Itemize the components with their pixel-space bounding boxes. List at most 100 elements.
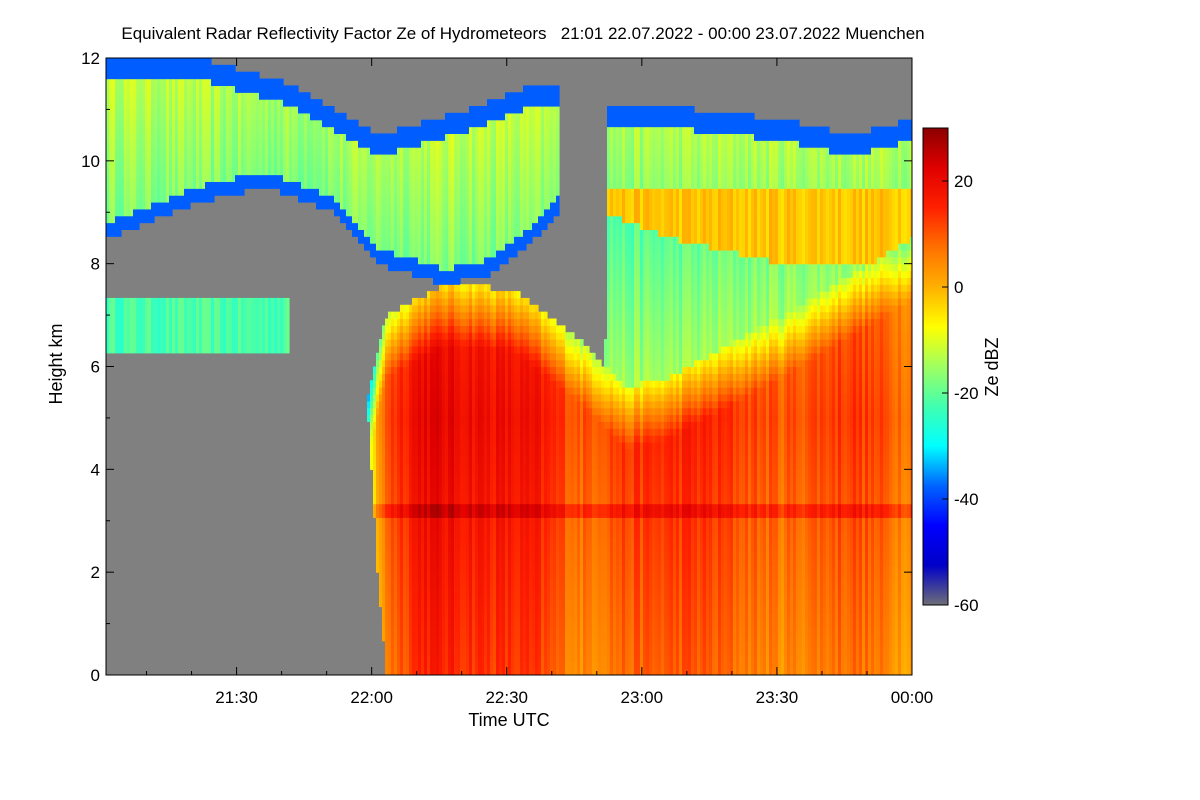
echo-cell: [184, 325, 188, 333]
echo-cell: [403, 531, 407, 539]
echo-cell: [109, 188, 113, 196]
echo-cell: [388, 579, 392, 587]
echo-cell: [130, 78, 134, 87]
echo-cell: [127, 195, 131, 203]
echo-cell: [382, 613, 386, 621]
echo-cell: [160, 345, 164, 354]
echo-cell: [256, 167, 260, 176]
echo-cell: [295, 119, 299, 128]
echo-cell: [124, 222, 128, 230]
echo-cell: [340, 112, 344, 121]
echo-cell: [385, 544, 389, 553]
echo-cell: [319, 188, 323, 196]
echo-cell: [385, 647, 389, 656]
echo-cell: [124, 208, 128, 217]
echo-cell: [391, 647, 395, 656]
echo-cell: [376, 558, 380, 566]
echo-cell: [274, 85, 278, 93]
echo-cell: [136, 188, 140, 196]
echo-cell: [382, 352, 386, 361]
echo-cell: [250, 297, 254, 306]
echo-cell: [283, 105, 287, 114]
echo-cell: [130, 160, 134, 169]
echo-cell: [403, 195, 407, 203]
echo-cell: [343, 112, 347, 121]
echo-cell: [208, 92, 212, 100]
echo-cell: [343, 140, 347, 148]
echo-cell: [400, 332, 404, 340]
echo-cell: [382, 558, 386, 566]
echo-cell: [133, 92, 137, 100]
echo-cell: [169, 160, 173, 169]
echo-cell: [109, 339, 113, 347]
echo-cell: [367, 393, 371, 402]
echo-cell: [406, 345, 410, 354]
echo-cell: [250, 99, 254, 107]
echo-cell: [187, 201, 191, 210]
echo-cell: [316, 174, 320, 182]
echo-cell: [181, 92, 185, 100]
echo-cell: [154, 105, 158, 114]
echo-cell: [406, 544, 410, 553]
echo-cell: [121, 112, 125, 121]
echo-cell: [415, 627, 419, 635]
echo-cell: [397, 352, 401, 361]
echo-cell: [190, 195, 194, 203]
echo-cell: [412, 304, 416, 313]
echo-cell: [415, 270, 419, 278]
echo-cell: [373, 229, 377, 237]
echo-cell: [208, 297, 212, 306]
echo-cell: [283, 304, 287, 313]
echo-cell: [373, 140, 377, 148]
echo-cell: [385, 160, 389, 169]
echo-cell: [271, 167, 275, 176]
echo-cell: [280, 174, 284, 182]
echo-cell: [127, 126, 131, 135]
echo-cell: [415, 222, 419, 230]
echo-cell: [304, 153, 308, 162]
echo-cell: [106, 58, 110, 66]
echo-cell: [421, 537, 425, 546]
echo-cell: [379, 469, 383, 477]
echo-cell: [286, 167, 290, 176]
echo-cell: [184, 339, 188, 347]
echo-cell: [175, 174, 179, 182]
echo-cell: [340, 195, 344, 203]
echo-cell: [394, 489, 398, 498]
echo-cell: [163, 208, 167, 217]
echo-cell: [379, 537, 383, 546]
echo-cell: [382, 633, 386, 642]
echo-cell: [145, 99, 149, 107]
echo-cell: [361, 140, 365, 148]
echo-cell: [235, 140, 239, 148]
echo-cell: [136, 78, 140, 87]
echo-cell: [169, 181, 173, 189]
echo-cell: [415, 393, 419, 402]
echo-cell: [238, 174, 242, 182]
echo-cell: [286, 332, 290, 340]
echo-cell: [112, 105, 116, 114]
echo-cell: [268, 99, 272, 107]
echo-cell: [199, 92, 203, 100]
echo-cell: [238, 78, 242, 87]
echo-cell: [334, 126, 338, 135]
echo-cell: [163, 92, 167, 100]
echo-cell: [367, 188, 371, 196]
echo-cell: [175, 126, 179, 135]
echo-cell: [406, 222, 410, 230]
echo-cell: [409, 359, 413, 368]
echo-cell: [283, 147, 287, 155]
echo-cell: [169, 318, 173, 326]
echo-cell: [232, 160, 236, 169]
echo-cell: [403, 668, 407, 675]
echo-cell: [148, 85, 152, 93]
echo-cell: [406, 496, 410, 505]
echo-cell: [397, 565, 401, 573]
echo-cell: [403, 592, 407, 601]
echo-cell: [412, 496, 416, 505]
echo-cell: [250, 174, 254, 182]
echo-cell: [115, 133, 119, 141]
echo-cell: [157, 325, 161, 333]
echo-cell: [361, 126, 365, 135]
echo-cell: [403, 537, 407, 546]
